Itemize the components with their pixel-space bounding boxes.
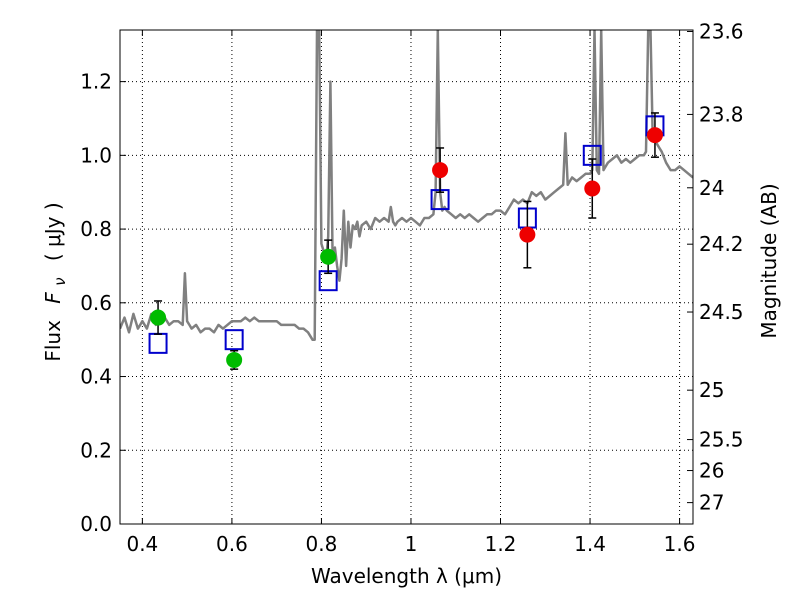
right-tick-label: 23.6 — [699, 19, 744, 43]
grid — [120, 30, 693, 525]
observed-point — [150, 309, 167, 326]
observed-point — [519, 226, 536, 243]
y-axis-label-left: Flux F ν ( μJy ) — [41, 202, 70, 361]
y-tick-label: 1.2 — [80, 70, 112, 94]
x-tick-label: 0.6 — [216, 532, 248, 556]
y-label-symbol: F — [41, 292, 65, 304]
right-tick-label: 24.2 — [699, 232, 744, 256]
observed-point — [320, 248, 337, 265]
right-tick-label: 26 — [699, 459, 724, 483]
observed-point — [584, 180, 601, 197]
spectrum-line — [120, 30, 693, 341]
x-tick-label: 1.6 — [664, 532, 696, 556]
y-tick-label: 0.2 — [80, 438, 112, 462]
right-tick-label: 25 — [699, 378, 724, 402]
y-tick-label: 1.0 — [80, 143, 112, 167]
right-tick-label: 23.8 — [699, 102, 744, 126]
x-tick-label: 0.4 — [126, 532, 158, 556]
observed-point — [226, 351, 243, 368]
y-tick-label: 0.8 — [80, 217, 112, 241]
y-tick-label: 0.0 — [80, 512, 112, 536]
plot-frame — [119, 29, 694, 525]
plot-content — [120, 30, 693, 370]
model-photometry-square — [148, 332, 168, 354]
observed-point — [432, 162, 449, 179]
x-axis-label: Wavelength λ (μm) — [311, 564, 502, 588]
model-photometry-square — [224, 329, 244, 351]
y-label-units: ( μJy ) — [41, 202, 65, 261]
y-axis-label-right: Magnitude (AB) — [757, 183, 781, 338]
right-tick-label: 25.5 — [699, 428, 744, 452]
axis-ticks: 0.4 0.6 0.8 1 1.2 1.4 1.6 0.0 0.2 0.4 0.6 0.8 1.0 1.2… — [80, 19, 743, 556]
x-tick-label: 1.2 — [485, 532, 517, 556]
x-tick-label: 0.8 — [306, 532, 338, 556]
right-tick-label: 24 — [699, 176, 724, 200]
y-label-prefix: Flux — [41, 320, 65, 362]
x-tick-label: 1 — [405, 532, 418, 556]
y-tick-label: 0.6 — [80, 291, 112, 315]
y-tick-label: 0.4 — [80, 365, 112, 389]
x-tick-label: 1.4 — [574, 532, 606, 556]
observed-point — [646, 127, 663, 144]
y-label-subscript: ν — [51, 277, 69, 285]
right-tick-label: 24.5 — [699, 300, 744, 324]
right-tick-label: 27 — [699, 491, 724, 515]
